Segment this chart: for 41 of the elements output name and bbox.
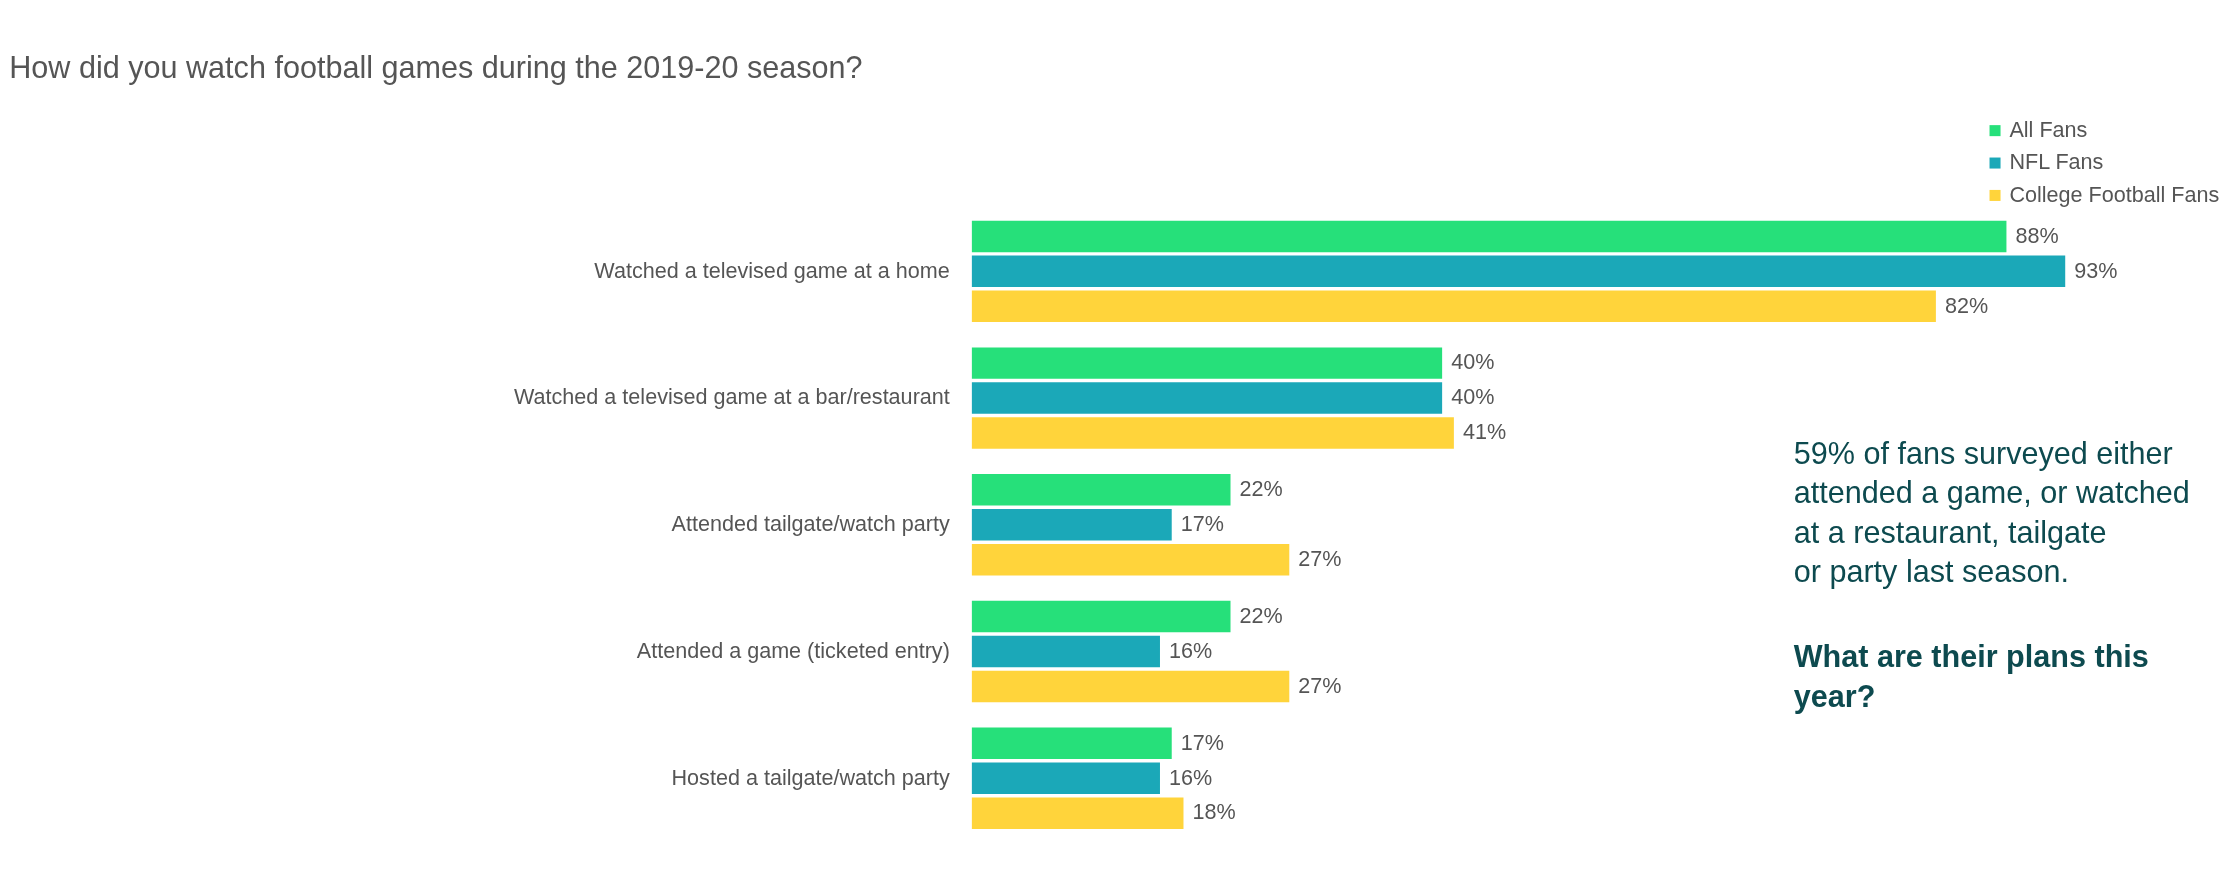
bar: [971, 509, 1172, 541]
data-label: 82%: [1944, 292, 1989, 318]
data-label: 16%: [1168, 764, 1213, 790]
data-label: 41%: [1462, 419, 1507, 445]
y-tick-label: Attended tailgate/watch party: [671, 511, 951, 537]
bar: [971, 797, 1184, 829]
data-label: 93%: [2074, 257, 2118, 283]
data-label: 18%: [1192, 799, 1236, 825]
data-label: 27%: [1298, 546, 1342, 572]
bar: [971, 220, 2007, 253]
legend-label: All Fans: [2009, 116, 2088, 142]
bar: [971, 417, 1454, 449]
bar: [971, 544, 1290, 576]
legend-label: College Football Fans: [2009, 181, 2220, 207]
bar: [971, 600, 1231, 633]
bar: [971, 670, 1290, 703]
y-tick-label: Attended a game (ticketed entry): [636, 637, 950, 663]
data-label: 16%: [1168, 637, 1213, 663]
annotation: 59% of fans surveyed either attended a game, or watched at a restaurant, tailgate or party last season.: [1793, 435, 2190, 590]
data-label: 17%: [1180, 511, 1224, 537]
bar: [971, 347, 1443, 379]
y-tick-label: Watched a televised game at a home: [594, 257, 950, 283]
bar: [971, 382, 1443, 414]
bar: [971, 255, 2066, 288]
bar: [971, 762, 1160, 794]
bar: [971, 635, 1160, 668]
data-label: 22%: [1239, 602, 1283, 628]
data-label: 22%: [1239, 476, 1283, 502]
text: How did you watch football games during the 2019-20 season?: [9, 49, 863, 85]
bar: [971, 290, 1936, 323]
data-label: 17%: [1180, 729, 1224, 755]
data-label: 40%: [1451, 349, 1495, 375]
y-tick-label: Watched a televised game at a bar/restaurant: [514, 384, 950, 410]
data-label: 40%: [1451, 384, 1495, 410]
data-label: 27%: [1298, 672, 1342, 698]
bar: [971, 474, 1231, 506]
legend-label: NFL Fans: [2009, 149, 2104, 175]
annotation: What are their plans this year?: [1793, 638, 2149, 714]
y-tick-label: Hosted a tailgate/watch party: [671, 764, 951, 790]
data-label: 88%: [2015, 222, 2059, 248]
bar: [971, 727, 1172, 759]
